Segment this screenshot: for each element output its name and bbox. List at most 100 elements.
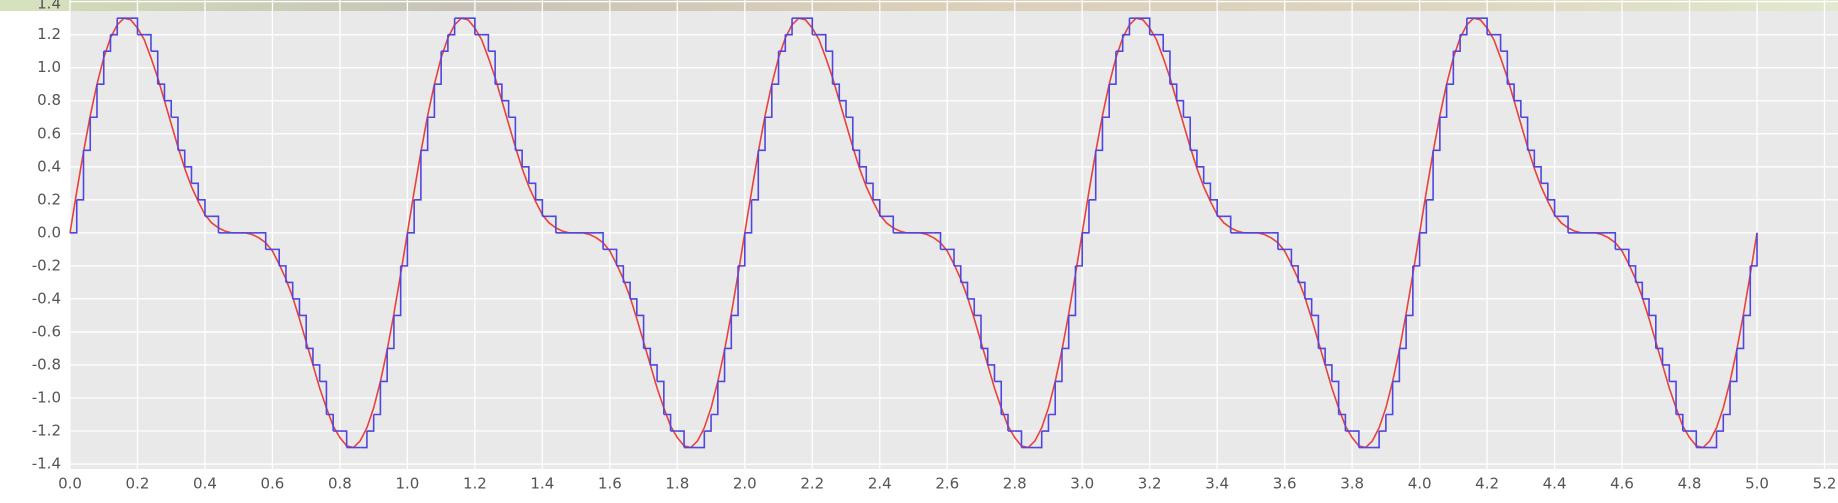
x-tick-label: 2.2 [800, 475, 824, 493]
x-tick-label: 2.8 [1003, 475, 1027, 493]
step-segment [1298, 281, 1306, 299]
step-segment [1635, 281, 1644, 299]
step-segment [947, 248, 955, 266]
step-segment [967, 298, 976, 316]
step-segment [677, 430, 685, 448]
step-segment [663, 413, 672, 432]
step-segment [825, 50, 834, 85]
step-segment [738, 232, 746, 267]
step-segment [1115, 34, 1124, 52]
step-segment [1655, 347, 1664, 365]
step-segment [758, 117, 766, 152]
step-segment [1561, 215, 1569, 233]
step-segment [994, 380, 1003, 415]
step-segment [771, 51, 780, 86]
step-segment [697, 431, 706, 449]
step-segment [1068, 265, 1077, 317]
step-segment [980, 347, 989, 365]
step-segment [1169, 83, 1178, 101]
y-tick-label: 1.2 [37, 25, 61, 43]
x-tick-label: 0.0 [58, 475, 82, 493]
step-segment [488, 50, 496, 85]
step-segment [76, 150, 85, 201]
step-segment [1014, 430, 1023, 448]
step-segment [1095, 117, 1104, 152]
step-segment [103, 34, 112, 52]
x-tick-label: 3.0 [1070, 475, 1094, 493]
step-segment [1075, 232, 1084, 267]
x-tick-label: 1.4 [530, 475, 554, 493]
step-segment [609, 248, 618, 266]
x-tick-label: 2.4 [868, 475, 892, 493]
step-segment [630, 298, 638, 316]
step-segment [751, 150, 760, 201]
step-segment [623, 281, 631, 299]
step-segment [1642, 298, 1650, 316]
step-segment [1142, 17, 1151, 35]
step-segment [70, 199, 78, 234]
step-segment [198, 199, 206, 217]
step-segment [434, 51, 442, 86]
step-segment [1048, 381, 1057, 416]
step-segment [1649, 314, 1657, 349]
step-segment [819, 33, 827, 52]
step-segment [481, 33, 490, 52]
step-segment [285, 281, 294, 299]
y-tick-label: -0.2 [32, 256, 61, 274]
step-segment [83, 117, 92, 152]
x-tick-label: 5.0 [1745, 475, 1769, 493]
y-tick-label: 1.0 [37, 58, 61, 76]
step-segment [387, 315, 395, 350]
step-segment [1433, 117, 1441, 152]
y-tick-label: -0.4 [32, 289, 61, 307]
step-segment [886, 215, 895, 233]
step-segment [1547, 199, 1556, 217]
step-segment [866, 182, 874, 200]
step-segment [873, 199, 881, 217]
step-segment [130, 17, 139, 35]
step-segment [1412, 232, 1421, 267]
x-tick-label: 4.4 [1543, 475, 1567, 493]
y-tick-label: 0.2 [37, 190, 61, 208]
x-tick-label: 3.4 [1205, 475, 1229, 493]
step-segment [535, 199, 544, 217]
step-segment [191, 182, 200, 200]
step-segment [90, 84, 98, 119]
step-segment [717, 348, 726, 383]
y-tick-label: -1.4 [32, 455, 61, 473]
step-segment [1622, 248, 1630, 266]
step-segment [859, 165, 868, 184]
step-segment [1183, 116, 1191, 151]
step-segment [1730, 348, 1738, 383]
header-image-strip [0, 0, 1838, 11]
step-segment [110, 18, 119, 36]
step-segment [171, 116, 179, 151]
step-segment [785, 18, 793, 36]
step-segment [393, 265, 402, 317]
x-tick-label: 0.2 [126, 475, 150, 493]
step-segment [495, 83, 503, 101]
step-segment [1385, 381, 1394, 416]
x-tick-label: 3.8 [1340, 475, 1364, 493]
step-segment [765, 84, 773, 119]
step-segment [1223, 215, 1232, 233]
step-segment [441, 34, 449, 52]
step-segment [650, 364, 658, 382]
step-segment [1608, 232, 1617, 250]
step-segment [501, 99, 510, 118]
step-segment [1190, 149, 1198, 167]
x-tick-label: 4.6 [1610, 475, 1634, 493]
x-tick-label: 2.6 [935, 475, 959, 493]
step-segment [1203, 182, 1212, 200]
step-segment [704, 414, 712, 432]
step-segment [1669, 380, 1677, 415]
step-segment [636, 314, 645, 349]
step-segment [447, 18, 456, 36]
step-segment [1480, 17, 1488, 35]
step-segment [380, 348, 388, 383]
step-segment [1520, 116, 1529, 151]
step-segment [306, 347, 314, 365]
step-segment [846, 116, 854, 151]
x-tick-label: 4.0 [1408, 475, 1432, 493]
step-segment [1352, 430, 1360, 448]
